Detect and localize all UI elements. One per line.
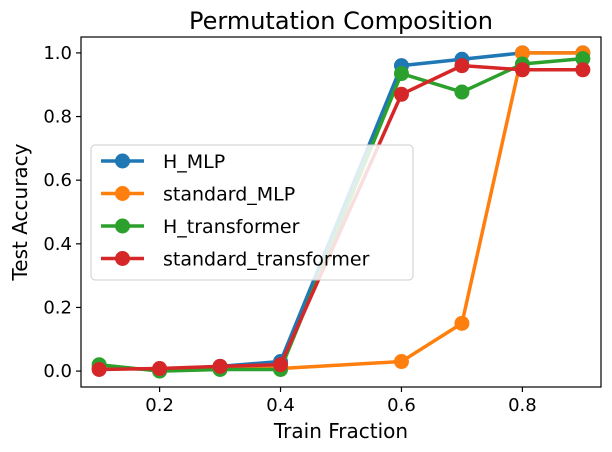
legend-box: [90, 144, 414, 281]
x-axis-label: Train Fraction: [273, 419, 408, 443]
y-tick-label: 0.4: [43, 234, 72, 255]
data-point: [454, 84, 470, 100]
y-axis: 0.0 0.2 0.4 0.6 0.8 1.0: [43, 43, 81, 382]
legend-item: H_transformer: [101, 216, 300, 238]
legend-swatch-marker: [115, 186, 130, 201]
legend-swatch-marker: [115, 218, 130, 234]
legend-item: standard_transformer: [101, 249, 370, 271]
x-tick-label: 0.8: [508, 395, 537, 416]
data-point: [273, 357, 289, 373]
data-point: [575, 62, 591, 78]
y-tick-label: 1.0: [43, 43, 72, 64]
y-tick-label: 0.0: [43, 361, 72, 382]
data-point: [393, 66, 409, 82]
legend-item: standard_MLP: [101, 184, 295, 206]
legend-label: standard_MLP: [163, 184, 295, 206]
legend-label: H_MLP: [163, 151, 225, 173]
y-tick-label: 0.6: [43, 170, 72, 191]
x-axis: 0.2 0.4 0.6 0.8: [145, 387, 537, 416]
data-point: [152, 361, 168, 377]
legend: H_MLP standard_MLP H_transformer standard_t…: [90, 144, 414, 281]
legend-label: H_transformer: [163, 216, 300, 238]
data-point: [514, 45, 530, 61]
y-axis-label: Test Accuracy: [8, 143, 32, 281]
data-point: [393, 354, 409, 370]
data-point: [575, 51, 591, 67]
chart-title: Permutation Composition: [189, 7, 493, 35]
x-tick-label: 0.4: [266, 395, 295, 416]
data-point: [454, 58, 470, 74]
data-point: [393, 86, 409, 102]
legend-swatch-marker: [115, 153, 130, 169]
plot-frame: [80, 36, 602, 388]
legend-item: H_MLP: [101, 151, 225, 173]
data-point: [514, 62, 530, 78]
plot-area: [91, 45, 591, 379]
data-point: [91, 362, 107, 377]
x-tick-label: 0.6: [387, 395, 416, 416]
y-tick-label: 0.8: [43, 107, 72, 128]
data-point: [212, 358, 228, 374]
y-tick-label: 0.2: [43, 297, 72, 318]
data-point: [454, 315, 470, 331]
legend-label: standard_transformer: [163, 249, 370, 271]
legend-swatch-marker: [115, 251, 130, 266]
x-tick-label: 0.2: [145, 395, 174, 416]
